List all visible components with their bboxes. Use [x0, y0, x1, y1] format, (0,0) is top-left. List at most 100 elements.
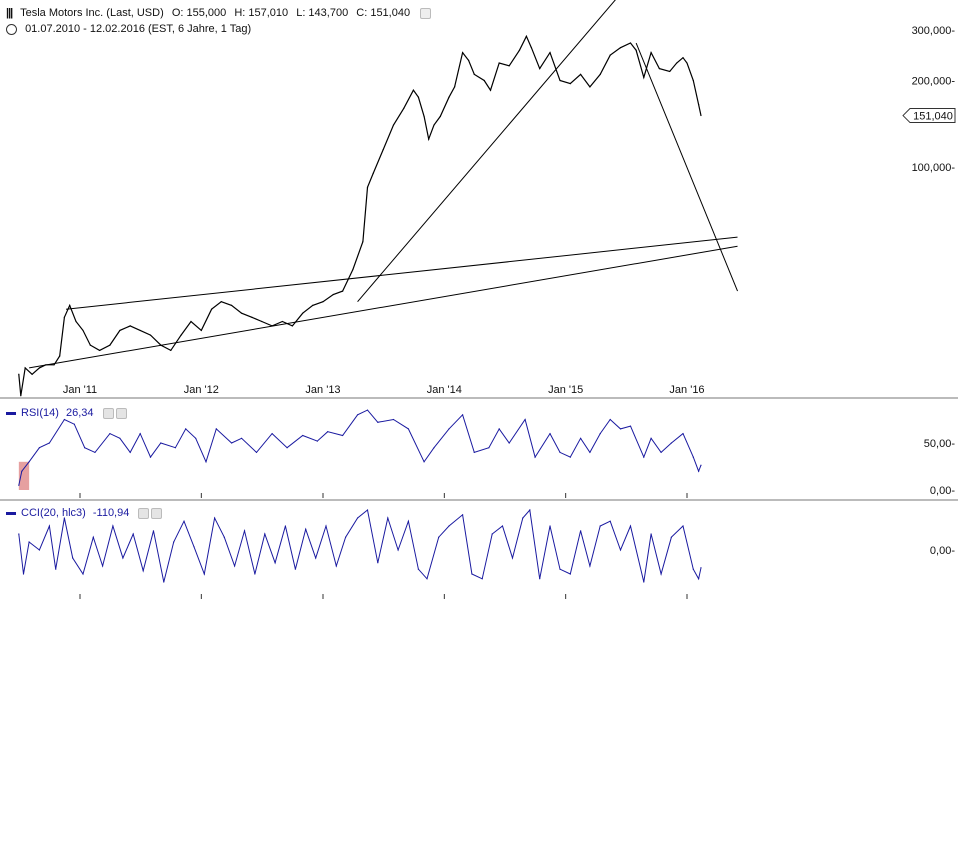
cci-point — [63, 517, 65, 519]
price-point — [650, 52, 652, 54]
rsi-point — [302, 434, 304, 437]
cci-swatch — [6, 511, 16, 515]
price-point — [569, 83, 571, 85]
rsi-point — [149, 456, 152, 458]
rsi-line — [18, 409, 702, 486]
cci-point — [214, 517, 216, 519]
cci-point — [580, 530, 582, 532]
price-point — [372, 172, 374, 175]
cci-point — [501, 525, 504, 527]
price-point — [635, 49, 637, 51]
rsi-label: RSI(14) — [21, 407, 59, 419]
rsi-y-tick-label: 0,00- — [930, 485, 955, 497]
rsi-point — [692, 456, 694, 458]
close-icon[interactable] — [115, 407, 127, 419]
cci-point — [132, 533, 134, 535]
price-point — [302, 312, 304, 314]
x-tick-label: Jan '13 — [305, 384, 340, 396]
rsi-point — [643, 456, 645, 458]
price-point — [700, 114, 702, 117]
price-point — [129, 325, 131, 327]
cci-point — [55, 568, 57, 570]
rsi-point — [670, 442, 672, 444]
rsi-point — [174, 447, 177, 449]
price-point — [439, 115, 441, 117]
settings-icon[interactable] — [420, 7, 432, 19]
rsi-point — [448, 428, 450, 430]
price-point — [462, 52, 464, 54]
rsi-point — [271, 433, 273, 435]
price-point — [403, 107, 405, 109]
price-point — [332, 293, 334, 296]
trendline — [65, 236, 738, 310]
price-point — [281, 320, 284, 323]
cci-point — [387, 517, 389, 519]
cci-point — [102, 565, 104, 567]
price-point — [382, 148, 384, 151]
rsi-point — [629, 425, 632, 427]
cci-point — [462, 514, 464, 516]
price-point — [467, 59, 470, 61]
cci-point — [397, 549, 399, 551]
settings-icon[interactable] — [102, 407, 114, 419]
price-point — [366, 186, 369, 188]
price-point — [483, 79, 485, 82]
price-point — [698, 103, 700, 106]
cci-point — [426, 578, 428, 580]
cci-point — [152, 530, 155, 532]
cci-point — [629, 525, 632, 527]
price-point — [669, 70, 671, 73]
x-tick-label: Jan '16 — [669, 384, 704, 396]
rsi-point — [498, 428, 500, 430]
rsi-point — [569, 456, 571, 458]
close-icon[interactable] — [151, 507, 163, 519]
rsi-point — [327, 431, 329, 433]
price-point — [643, 76, 645, 79]
rsi-y-tick-label: 50,00- — [924, 438, 956, 450]
cci-point — [670, 536, 672, 538]
cci-point — [315, 557, 317, 559]
price-point — [31, 373, 33, 375]
price-point — [352, 268, 354, 271]
rsi-point — [160, 442, 162, 444]
cci-point — [183, 520, 185, 522]
cci-point — [609, 520, 611, 522]
rsi-point — [230, 442, 233, 444]
cci-point — [72, 557, 74, 559]
cci-point — [377, 562, 379, 564]
price-point — [45, 364, 47, 366]
price-point — [498, 62, 500, 64]
cci-value: -110,94 — [92, 507, 130, 519]
price-point — [518, 49, 521, 51]
price-point — [559, 79, 561, 82]
cci-point — [539, 578, 541, 580]
price-point — [63, 316, 65, 318]
price-point — [59, 355, 61, 357]
cci-point — [589, 565, 591, 567]
price-point — [312, 304, 314, 306]
last-price-tag — [902, 108, 956, 124]
cci-point — [650, 533, 652, 535]
price-point — [99, 349, 101, 352]
settings-icon[interactable] — [138, 507, 150, 519]
price-point — [240, 312, 243, 314]
cci-point — [619, 549, 622, 551]
price-point — [530, 47, 533, 49]
rsi-point — [524, 418, 526, 421]
price-point — [417, 96, 420, 98]
price-point — [18, 373, 20, 375]
ohlc-bars-icon: ||| — [6, 7, 13, 19]
cci-point — [345, 536, 347, 538]
rsi-point — [580, 437, 582, 439]
price-point — [392, 124, 395, 126]
price-point — [609, 54, 611, 56]
low-value: L: 143,700 — [296, 7, 349, 19]
x-tick-label: Jan '11 — [63, 384, 97, 396]
price-point — [271, 325, 273, 327]
cci-point — [92, 536, 94, 538]
rsi-point — [255, 451, 258, 453]
rsi-point — [139, 433, 141, 435]
rsi-oversold-zone — [18, 461, 30, 490]
cci-y-tick-label: 0,00- — [930, 545, 955, 557]
